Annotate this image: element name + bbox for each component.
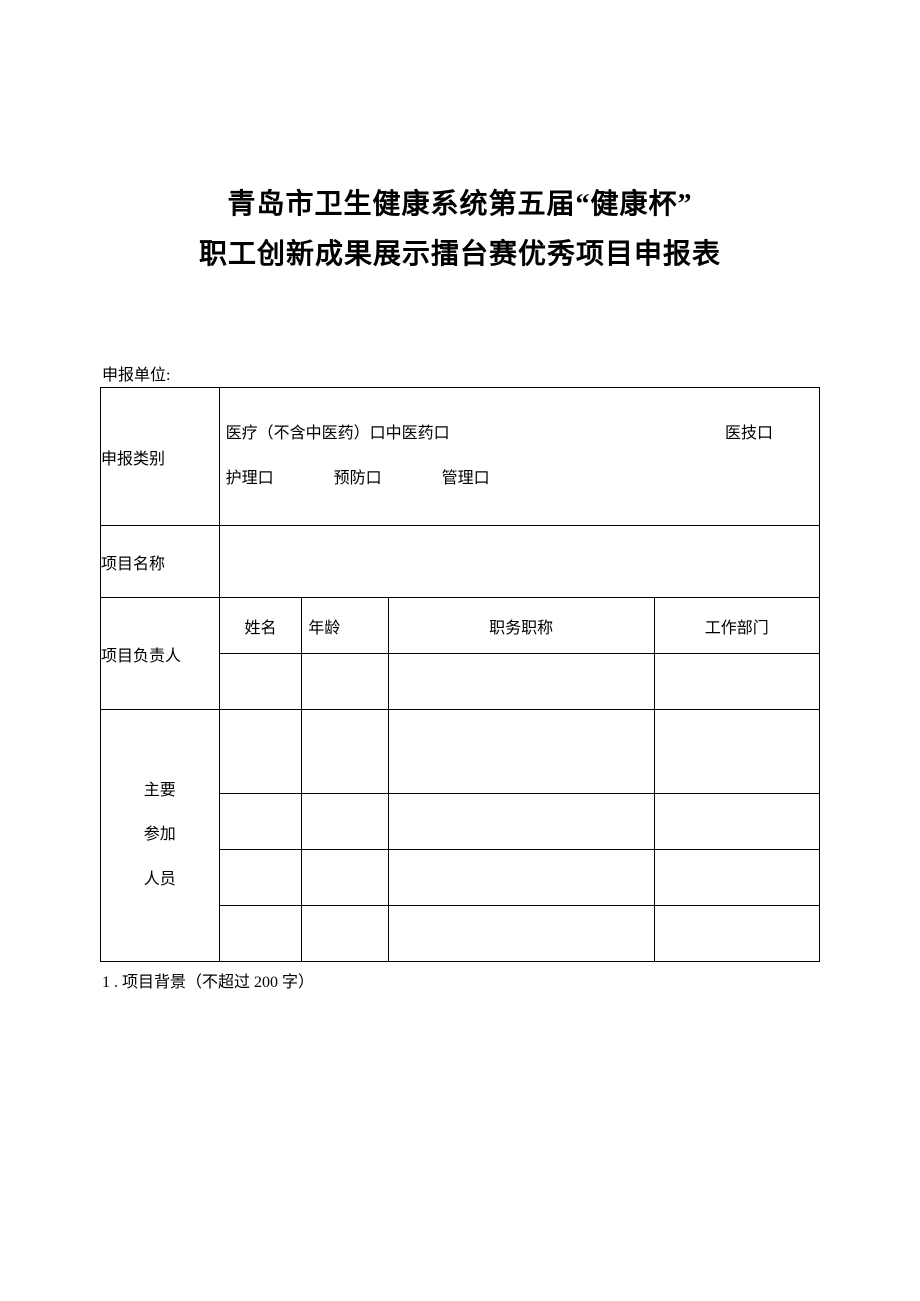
row-participants-gap-top: 主要 参加 人员 <box>101 710 820 738</box>
title-line-2: 职工创新成果展示擂台赛优秀项目申报表 <box>100 230 820 280</box>
category-options: 医疗（不含中医药）口中医药口 医技口 护理口 预防口 管理口 <box>220 388 819 526</box>
opt-nursing: 护理口 <box>226 457 274 502</box>
document-title: 青岛市卫生健康系统第五届“健康杯” 职工创新成果展示擂台赛优秀项目申报表 <box>100 180 820 281</box>
opt-prevention: 预防口 <box>334 457 382 502</box>
p2-department <box>654 794 819 850</box>
p1-age <box>302 738 388 794</box>
col-title-position: 职务职称 <box>388 598 654 654</box>
application-form-table: 申报类别 医疗（不含中医药）口中医药口 医技口 护理口 预防口 管理口 项目名称… <box>100 387 820 963</box>
project-name-value <box>219 526 819 598</box>
footer-background-note: 1 . 项目背景（不超过 200 字） <box>100 968 820 992</box>
p1-department <box>654 738 819 794</box>
p4-department <box>654 906 819 962</box>
p3-department <box>654 850 819 906</box>
row-project-name: 项目名称 <box>101 526 820 598</box>
row-leader-header: 项目负责人 姓名 年龄 职务职称 工作部门 <box>101 598 820 654</box>
p4-name <box>219 906 302 962</box>
opt-management: 管理口 <box>442 457 490 502</box>
category-options-row2: 护理口 预防口 管理口 <box>226 457 813 502</box>
leader-title <box>388 654 654 710</box>
opt-medical: 医疗（不含中医药）口中医药口 <box>226 412 450 457</box>
label-project-leader: 项目负责人 <box>101 598 220 710</box>
title-line-1: 青岛市卫生健康系统第五届“健康杯” <box>100 180 820 230</box>
leader-department <box>654 654 819 710</box>
p2-title <box>388 794 654 850</box>
col-age: 年龄 <box>302 598 388 654</box>
row-category: 申报类别 医疗（不含中医药）口中医药口 医技口 护理口 预防口 管理口 <box>101 387 820 526</box>
label-participants: 主要 参加 人员 <box>101 710 220 962</box>
p3-name <box>219 850 302 906</box>
p1-title <box>388 738 654 794</box>
gap-cell-2 <box>302 710 388 738</box>
participants-l3: 人员 <box>101 858 219 903</box>
category-options-row1: 医疗（不含中医药）口中医药口 医技口 <box>226 412 813 457</box>
leader-name <box>219 654 302 710</box>
unit-label: 申报单位: <box>100 361 820 385</box>
gap-cell-3 <box>388 710 654 738</box>
p2-name <box>219 794 302 850</box>
p1-name <box>219 738 302 794</box>
category-options-cell: 医疗（不含中医药）口中医药口 医技口 护理口 预防口 管理口 <box>219 387 819 526</box>
label-category: 申报类别 <box>101 387 220 526</box>
p4-age <box>302 906 388 962</box>
p3-title <box>388 850 654 906</box>
p4-title <box>388 906 654 962</box>
label-project-name: 项目名称 <box>101 526 220 598</box>
participants-l2: 参加 <box>101 813 219 858</box>
leader-age <box>302 654 388 710</box>
col-name: 姓名 <box>219 598 302 654</box>
opt-tech: 医技口 <box>725 412 773 457</box>
gap-cell-1 <box>219 710 302 738</box>
p2-age <box>302 794 388 850</box>
gap-cell-4 <box>654 710 819 738</box>
participants-l1: 主要 <box>101 769 219 814</box>
col-department: 工作部门 <box>654 598 819 654</box>
p3-age <box>302 850 388 906</box>
